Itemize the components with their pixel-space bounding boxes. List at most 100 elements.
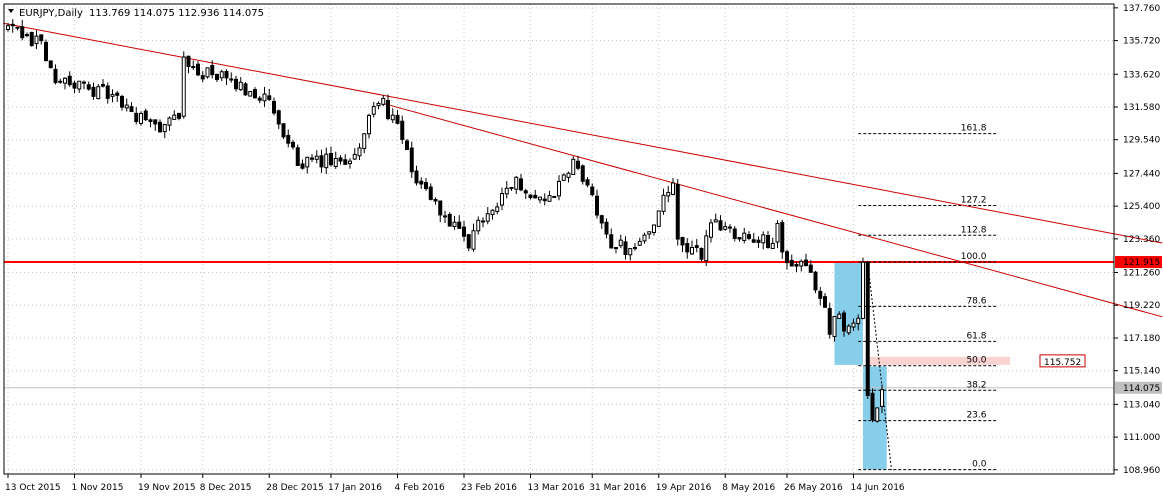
candle-body [400,120,405,140]
candle [276,109,281,130]
candle [590,183,595,197]
candle-body [234,78,238,90]
candle-body [272,100,276,114]
candle-body [865,261,870,396]
candle-body [10,23,15,27]
candle-body [509,186,514,189]
candle [381,95,386,107]
fib-level-label: 127.2 [961,195,987,205]
candle [172,110,177,120]
candle [595,189,599,219]
candle [238,77,243,91]
candle [82,80,86,90]
candle [243,82,248,96]
candle-body [376,102,381,107]
candle-body [861,261,865,319]
candle [224,69,229,85]
candle-body [523,190,528,194]
candle-body [348,160,352,165]
candle [827,302,832,339]
candle-body [495,206,500,212]
candle-body [362,133,367,149]
candle [262,87,267,107]
candle-body [433,199,438,202]
price-markers: 121.915 114.075 115.752 [1039,256,1162,394]
candle-body [880,389,884,407]
candle-body [286,134,291,144]
price-label: 114.075 [1123,384,1160,394]
candle-body [452,221,457,227]
candle [865,260,870,399]
candle-body [870,392,875,421]
candle [10,19,15,33]
price-marker-box [1039,354,1086,368]
candle-body [457,221,462,229]
candle [861,257,865,320]
candle-body [794,263,799,267]
candle [775,220,780,249]
candle-body [447,213,452,227]
candle [219,69,224,82]
x-tick-label: 26 May 2016 [784,483,843,493]
candle [766,231,770,249]
candle [29,31,34,47]
candle [162,123,167,139]
candle-body [633,247,637,250]
candle-body [257,97,262,101]
candle-body [538,196,542,201]
candle [72,80,77,94]
candle-body [462,226,466,237]
candle [205,67,210,79]
candle [466,233,471,252]
candle-body [25,34,29,37]
candle [153,119,158,131]
y-tick-label: 108.960 [1123,466,1160,476]
candle-body [542,198,547,202]
candle [148,118,153,128]
candle-body [181,56,186,117]
candle [63,77,67,90]
candle-body [628,248,633,256]
candle-body [699,247,704,260]
candle [485,207,490,225]
candle-body [851,322,856,328]
candle [642,232,647,244]
candle [808,260,813,273]
candle-body [267,95,272,100]
candle-body [6,25,10,30]
candle-body [210,65,215,76]
candle-body [742,232,747,241]
candle-body [224,70,229,79]
candle [310,154,314,163]
candle [367,113,371,139]
candle-body [72,82,77,89]
candle-body [599,215,604,224]
candle-body [832,315,837,337]
candle [338,155,343,165]
candle [191,60,196,71]
candle-body [371,106,376,115]
candle [528,194,533,200]
candle-body [329,153,333,166]
candle-body [139,112,143,124]
candle [77,80,82,93]
candle-body [438,200,443,216]
candle [105,82,110,104]
price-label-box [1115,256,1162,269]
candle-body [357,147,362,157]
candle-body [481,220,485,223]
candle-body [367,114,371,135]
candle-body [124,104,129,109]
candle-body [419,180,424,185]
candle [314,150,319,164]
candle-body [300,163,305,169]
chart-symbol: EURJPY,Daily [19,8,83,19]
x-tick-label: 19 Nov 2015 [138,483,196,493]
candle [129,102,134,113]
trendline [3,22,1163,244]
candle [851,318,856,331]
candle [666,185,671,203]
dropdown-arrow-icon[interactable] [8,9,14,13]
